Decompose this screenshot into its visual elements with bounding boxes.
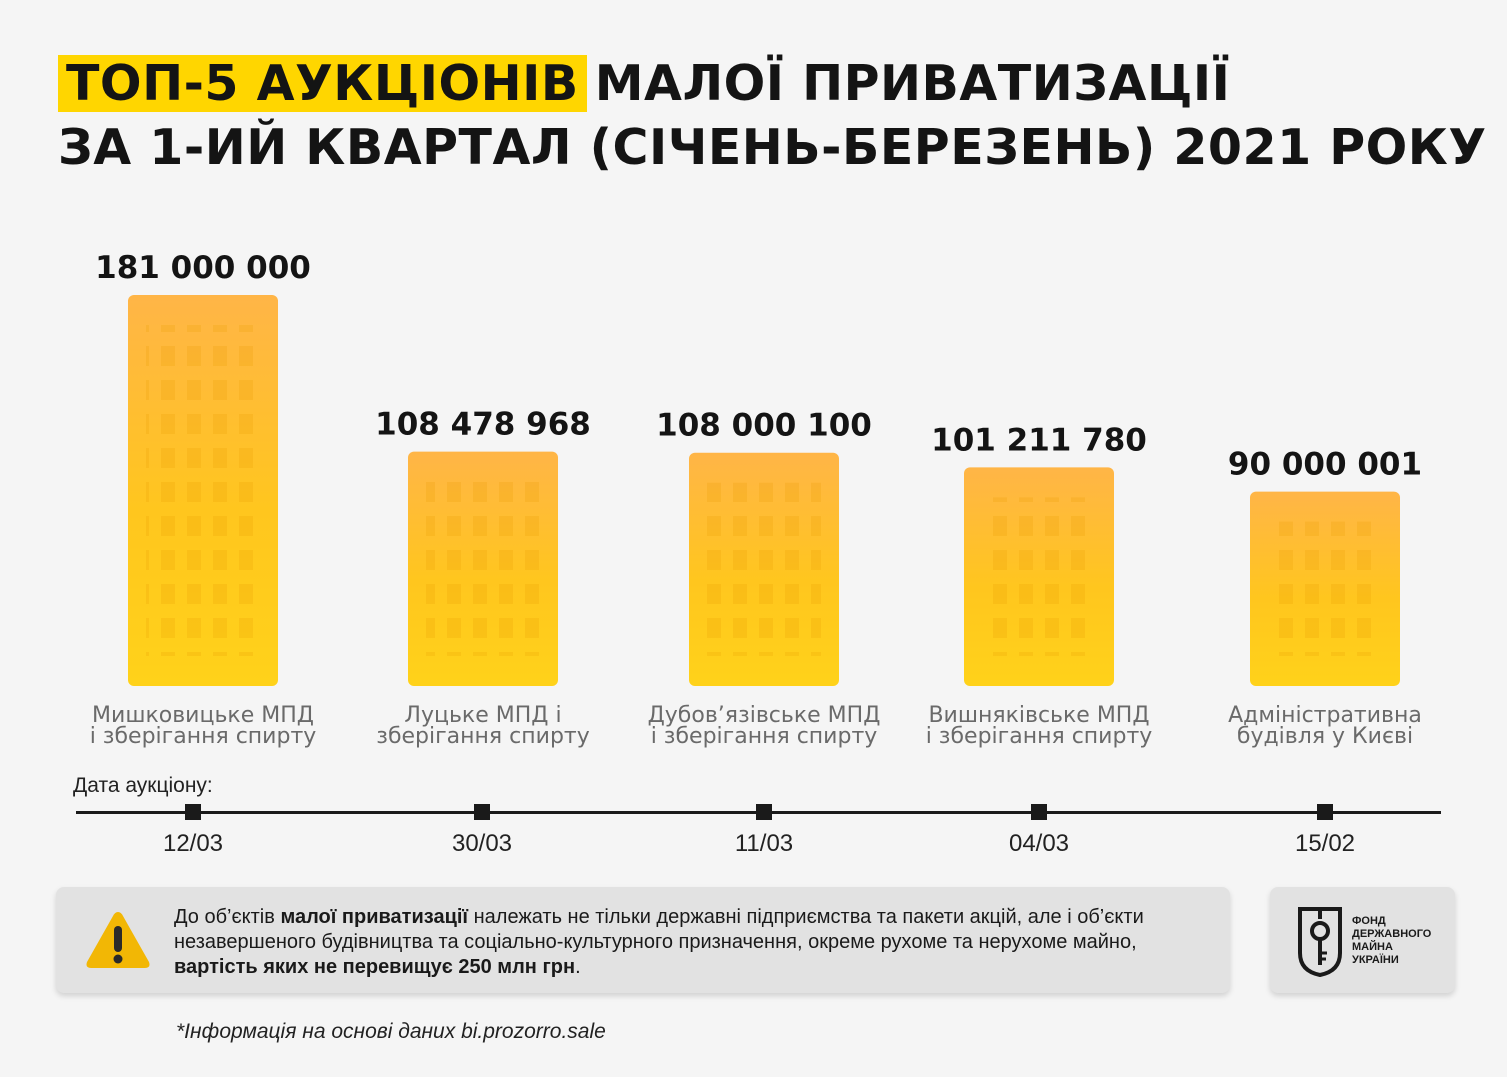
bar-value-label-2: 108 478 968 xyxy=(375,407,591,443)
timeline-marker-2 xyxy=(474,804,490,820)
bar-value-label-4: 101 211 780 xyxy=(931,422,1147,458)
title-line-1: ТОП-5 АУКЦІОНІВ МАЛОЇ ПРИВАТИЗАЦІЇ xyxy=(58,52,1487,116)
timeline-date-2: 30/03 xyxy=(451,830,513,857)
fdmu-emblem-icon xyxy=(1298,907,1342,977)
fund-name: ФОНД ДЕРЖАВНОГО МАЙНА УКРАЇНИ xyxy=(1352,915,1452,967)
fund-name-line-2: ДЕРЖАВНОГО xyxy=(1352,928,1432,940)
timeline-date-4: 04/03 xyxy=(1008,830,1070,857)
category-label-1-2: і зберігання спирту xyxy=(90,724,317,749)
category-label-1-1: Мишковицьке МПД xyxy=(92,703,314,728)
bar-texture-3 xyxy=(707,482,821,656)
category-label-5-2: будівля у Києві xyxy=(1237,724,1413,749)
timeline-marker-3 xyxy=(756,804,772,820)
title-rest: МАЛОЇ ПРИВАТИЗАЦІЇ xyxy=(594,55,1231,112)
note-text: До об’єктів малої приватизації належать … xyxy=(174,905,1214,980)
timeline-marker-1 xyxy=(185,804,201,820)
category-label-2-1: Луцьке МПД і xyxy=(404,703,561,728)
category-label-4-1: Вишняківське МПД xyxy=(928,703,1149,728)
note-bold-2: вартість яких не перевищує 250 млн грн xyxy=(174,956,576,978)
note-part-3: . xyxy=(575,956,581,978)
auction-timeline: Дата аукціону: 12/03 30/03 11/03 04/03 15/02 xyxy=(0,770,1507,870)
title-line-2: ЗА 1-ИЙ КВАРТАЛ (СІЧЕНЬ-БЕРЕЗЕНЬ) 2021 Р… xyxy=(58,119,1487,176)
timeline-marker-4 xyxy=(1031,804,1047,820)
info-note: До об’єктів малої приватизації належать … xyxy=(56,887,1230,993)
category-label-2-2: зберігання спирту xyxy=(376,724,590,749)
timeline-date-1: 12/03 xyxy=(162,830,224,857)
note-part-2: належать не тільки державні підприємства… xyxy=(174,906,1144,953)
bar-texture-1 xyxy=(146,325,260,656)
bar-value-label-3: 108 000 100 xyxy=(656,408,872,444)
bar-value-label-1: 181 000 000 xyxy=(95,250,311,286)
timeline-date-3: 11/03 xyxy=(734,830,794,857)
source-note: *Інформація на основі даних bi.prozorro.… xyxy=(176,1020,606,1043)
bar-texture-2 xyxy=(426,481,540,656)
fund-name-line-1: ФОНД xyxy=(1352,915,1386,927)
category-label-4-2: і зберігання спирту xyxy=(926,724,1153,749)
bar-texture-4 xyxy=(982,497,1096,656)
category-label-3-2: і зберігання спирту xyxy=(651,724,878,749)
fund-name-line-4: УКРАЇНИ xyxy=(1352,954,1399,966)
page-title: ТОП-5 АУКЦІОНІВ МАЛОЇ ПРИВАТИЗАЦІЇ ЗА 1-И… xyxy=(58,52,1487,180)
title-highlight: ТОП-5 АУКЦІОНІВ xyxy=(58,55,587,112)
timeline-caption: Дата аукціону: xyxy=(73,774,213,797)
fund-logo: ФОНД ДЕРЖАВНОГО МАЙНА УКРАЇНИ xyxy=(1270,887,1455,993)
note-part-1: До об’єктів xyxy=(174,906,281,928)
bar-texture-5 xyxy=(1268,521,1382,656)
category-label-5-1: Адміністративна xyxy=(1228,703,1422,728)
bar-value-label-5: 90 000 001 xyxy=(1228,447,1422,483)
note-bold-1: малої приватизації xyxy=(280,906,469,928)
timeline-date-5: 15/02 xyxy=(1294,830,1356,857)
warning-icon xyxy=(86,912,150,968)
category-label-3-1: Дубов’язівське МПД xyxy=(648,703,881,728)
timeline-marker-5 xyxy=(1317,804,1333,820)
fund-name-line-3: МАЙНА xyxy=(1352,941,1393,953)
